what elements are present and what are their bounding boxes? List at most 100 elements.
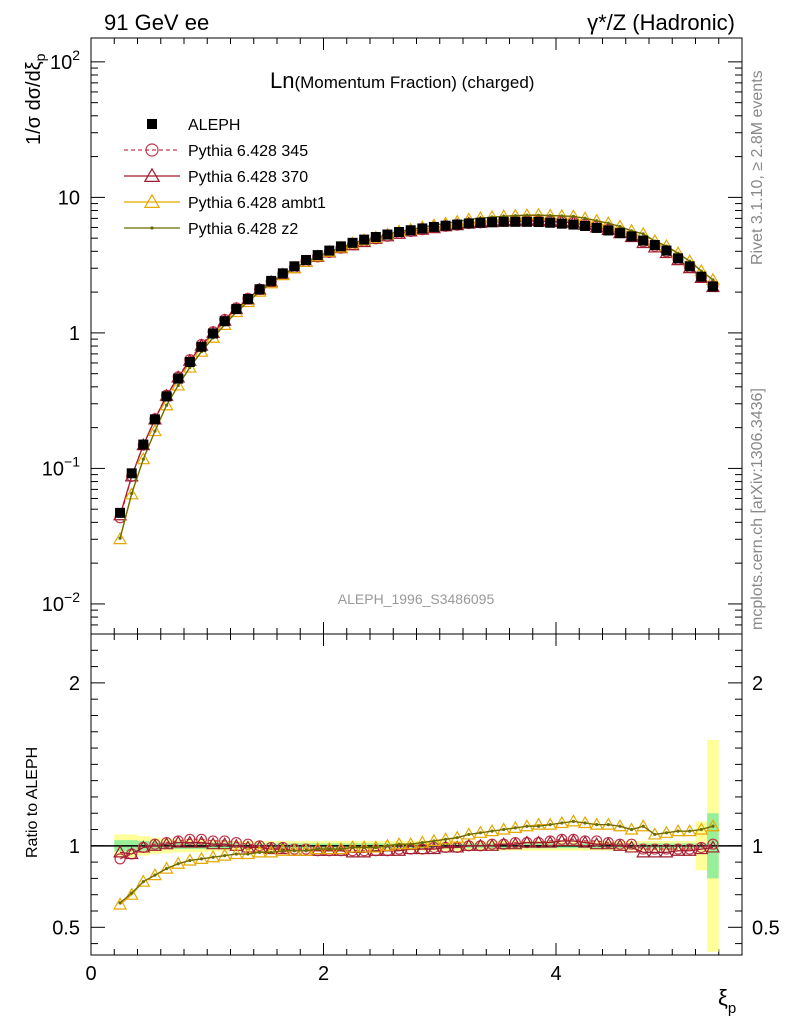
ratio-point-1 [207, 835, 219, 847]
x-tick-label: 0 [85, 963, 96, 985]
ratio-point-2 [485, 838, 500, 851]
ratio-point-4 [676, 829, 680, 833]
legend: ALEPH Pythia 6.428 345 Pythia 6.428 370 Pyt… [124, 117, 326, 238]
ratio-point-4 [455, 836, 459, 840]
ratio-point-1 [649, 843, 661, 855]
ratio-point-2 [578, 835, 593, 848]
ratio-point-2 [601, 836, 616, 850]
ratio-point-3 [601, 817, 616, 830]
series-point-4 [525, 213, 529, 217]
ratio-point-4 [316, 847, 320, 851]
series-line-4 [119, 214, 714, 539]
legend-marker [143, 167, 161, 182]
ratio-point-4 [420, 840, 424, 845]
ratio-point-2 [333, 843, 348, 856]
data-point [289, 261, 300, 272]
series-point-4 [560, 214, 564, 218]
ratio-point-2 [473, 838, 488, 851]
ratio-point-4 [513, 826, 517, 830]
data-point [173, 373, 184, 384]
ratio-point-2 [113, 845, 128, 858]
ratio-point-1 [184, 833, 196, 845]
data-point [417, 223, 428, 234]
data-point [370, 232, 381, 243]
legend-label: Pythia 6.428 370 [188, 169, 308, 186]
data-point [649, 240, 660, 251]
ratio-point-3 [252, 845, 267, 858]
series-point-3 [171, 378, 186, 391]
data-point [591, 222, 602, 233]
ratio-point-4 [118, 901, 122, 905]
data-point [208, 328, 219, 339]
ratio-point-2 [194, 835, 209, 848]
ratio-point-4 [618, 824, 622, 828]
ratio-point-2 [240, 840, 255, 853]
ratio-point-4 [606, 823, 610, 827]
ratio-point-4 [443, 837, 448, 841]
series-point-4 [164, 403, 169, 407]
data-point [382, 229, 393, 240]
series-line-3 [119, 214, 714, 540]
legend-label: Pythia 6.428 ambt1 [188, 195, 326, 212]
ratio-point-2 [392, 843, 407, 856]
series-point-4 [583, 216, 587, 220]
series-point-4 [536, 213, 541, 217]
ratio-point-3 [147, 867, 162, 881]
ratio-point-4 [176, 862, 180, 866]
data-point [254, 284, 265, 295]
ratio-point-4 [211, 855, 215, 859]
ratio-point-4 [478, 831, 483, 835]
ratio-point-3 [566, 814, 581, 827]
data-point [196, 341, 207, 352]
analysis-label: ALEPH_1996_S3486095 [338, 591, 495, 607]
data-point [545, 217, 556, 228]
data-point [277, 268, 288, 279]
ratio-point-2 [438, 840, 453, 853]
data-point [498, 216, 509, 227]
ratio-point-4 [269, 850, 273, 854]
ratio-point-4 [699, 827, 703, 832]
series-point-4 [711, 278, 715, 282]
data-point [707, 281, 718, 292]
x-tick-label: 4 [550, 963, 561, 985]
ratio-point-4 [641, 824, 645, 828]
data-point [138, 439, 149, 450]
data-point [301, 255, 312, 266]
series-point-4 [606, 221, 610, 225]
ratio-point-3 [705, 819, 720, 832]
ratio-line-3 [119, 820, 714, 905]
ratio-point-2 [705, 840, 720, 853]
ratio-point-2 [519, 835, 534, 848]
ratio-point-2 [496, 836, 511, 850]
data-point [487, 217, 498, 228]
series-point-4 [641, 232, 645, 236]
series-line-2 [119, 220, 714, 516]
ratio-point-4 [560, 821, 564, 825]
y-tick-label: 10 [58, 187, 80, 209]
legend-marker [143, 193, 161, 208]
ratio-y-axis-label: Ratio to ALEPH [24, 747, 41, 858]
ratio-point-2 [368, 843, 383, 856]
series-point-4 [548, 213, 552, 218]
data-point [568, 219, 579, 230]
ratio-point-3 [531, 817, 546, 830]
mcplots-label: mcplots.cern.ch [arXiv:1306.3436] [749, 388, 766, 630]
data-point [440, 220, 451, 231]
ratio-point-4 [327, 847, 331, 851]
ratio-point-4 [711, 824, 715, 828]
data-point [463, 218, 474, 229]
ratio-point-2 [124, 846, 139, 860]
chart-title: Ln(Momentum Fraction) (charged) [270, 68, 534, 93]
data-point [614, 228, 625, 239]
ratio-point-4 [130, 891, 134, 895]
ratio-point-4 [246, 852, 250, 856]
ratio-line-1 [119, 838, 714, 860]
ratio-point-4 [223, 854, 227, 858]
ratio-point-2 [554, 833, 569, 847]
data-point [533, 217, 544, 228]
ratio-point-3 [136, 874, 151, 887]
legend-marker [145, 143, 159, 157]
ratio-point-3 [519, 819, 534, 832]
ratio-point-4 [653, 832, 657, 837]
